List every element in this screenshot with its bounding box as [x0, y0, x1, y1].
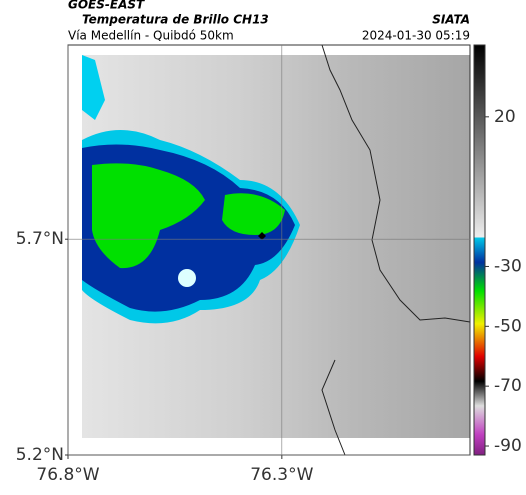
colorbar-tick-label: -50 — [494, 316, 522, 336]
colorbar-tick-label: -70 — [494, 376, 522, 396]
region: Vía Medellín - Quibdó 50km — [68, 29, 234, 43]
border — [321, 44, 471, 323]
location-marker — [258, 232, 266, 240]
cloud-hole — [178, 269, 196, 287]
title: GOES-EAST — [68, 0, 145, 12]
source: SIATA — [432, 13, 470, 27]
colorbar-tick-label: 20 — [494, 107, 516, 127]
cloud — [222, 193, 285, 235]
y-tick-label: 5.2°N — [16, 445, 64, 465]
x-tick-label: 76.8°W — [36, 465, 99, 485]
subtitle: Temperatura de Brillo CH13 — [82, 13, 269, 27]
colorbar-tick-label: -90 — [494, 436, 522, 456]
timestamp: 2024-01-30 05:19 — [362, 29, 470, 43]
cloud — [92, 163, 205, 269]
colorbar-tick-label: -30 — [494, 256, 522, 276]
imagery — [82, 44, 471, 456]
border — [321, 359, 346, 456]
y-tick-label: 5.7°N — [16, 229, 64, 249]
cloud — [82, 55, 105, 120]
x-tick-label: 76.3°W — [250, 465, 313, 485]
colorbar — [473, 44, 486, 456]
